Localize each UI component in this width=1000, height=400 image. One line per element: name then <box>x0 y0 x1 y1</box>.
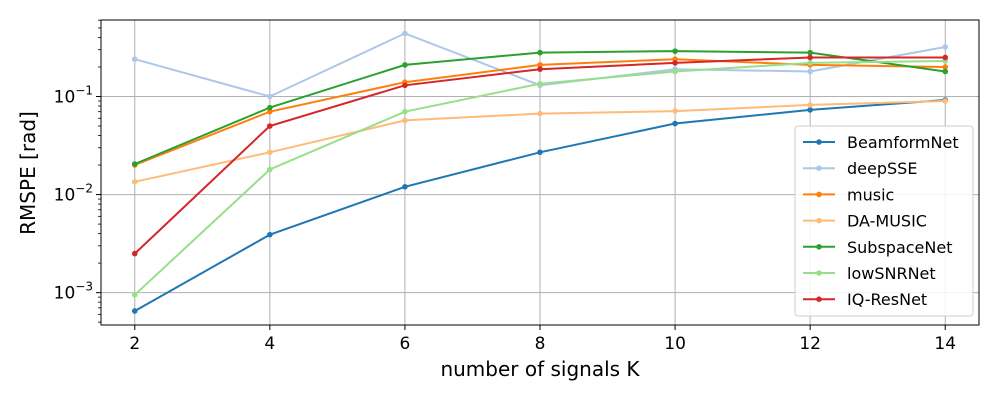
data-point <box>672 120 678 127</box>
legend-label: deepSSE <box>847 159 917 178</box>
data-point <box>402 108 408 115</box>
data-point <box>402 30 408 37</box>
legend-swatch-marker <box>816 270 822 276</box>
legend-swatch-marker <box>816 217 822 224</box>
series-IQ-ResNet <box>131 54 949 257</box>
legend-box <box>794 125 974 317</box>
data-point <box>672 48 678 54</box>
y-axis-title: RMSPE [rad] <box>16 111 40 235</box>
data-point <box>537 62 543 68</box>
legend-item: music <box>803 185 894 204</box>
y-tick-label: 10−2 <box>54 182 93 206</box>
data-point <box>267 149 273 156</box>
y-axis-ticks: 10−310−210−1 <box>54 19 101 323</box>
legend: BeamformNet deepSSE music DA-MUSIC SubspaceN… <box>794 125 974 317</box>
legend-item: IQ-ResNet <box>803 290 927 309</box>
legend-label: lowSNRNet <box>847 264 936 283</box>
legend-item: BeamformNet <box>803 133 959 152</box>
data-point <box>942 54 949 61</box>
legend-swatch-marker <box>816 191 822 198</box>
legend-item: DA-MUSIC <box>803 212 927 231</box>
data-point <box>537 66 543 72</box>
x-axis-ticks: 2 4 6 8 10 12 14 <box>129 325 956 354</box>
data-point <box>537 49 543 56</box>
legend-label: SubspaceNet <box>847 238 952 257</box>
data-point <box>402 184 408 190</box>
data-point <box>267 123 273 129</box>
data-point <box>131 56 138 63</box>
data-point <box>131 178 138 185</box>
data-point <box>672 108 678 114</box>
data-point <box>807 49 813 56</box>
data-point <box>402 117 408 124</box>
legend-label: music <box>847 185 894 204</box>
legend-swatch-marker <box>816 296 822 303</box>
legend-label: IQ-ResNet <box>847 290 927 309</box>
series-lines <box>131 30 949 314</box>
data-point <box>807 54 813 61</box>
legend-item: SubspaceNet <box>803 238 952 257</box>
data-point <box>807 60 813 66</box>
y-tick-label: 10−3 <box>54 280 93 304</box>
y-tick-label-base: 10 <box>54 87 76 107</box>
data-point <box>402 82 408 89</box>
data-point <box>537 149 543 156</box>
data-point <box>131 250 138 257</box>
y-tick-label-exponent: −3 <box>75 280 93 294</box>
legend-swatch-marker <box>816 165 822 171</box>
data-point <box>537 80 543 87</box>
data-point <box>807 68 813 75</box>
data-point <box>942 64 949 70</box>
data-point <box>672 68 678 75</box>
x-tick-label: 10 <box>664 334 686 354</box>
x-tick-label: 14 <box>934 334 956 354</box>
legend-item: lowSNRNet <box>803 264 936 283</box>
data-point <box>402 62 408 68</box>
legend-item: deepSSE <box>803 159 917 178</box>
y-tick-label: 10−1 <box>54 83 93 107</box>
legend-label: DA-MUSIC <box>847 212 927 231</box>
data-point <box>807 107 813 113</box>
x-tick-label: 8 <box>535 334 546 354</box>
data-point <box>672 60 678 66</box>
data-point <box>267 93 273 100</box>
x-axis-title: number of signals K <box>440 357 640 381</box>
data-point <box>807 102 813 108</box>
y-tick-label-exponent: −2 <box>75 182 93 196</box>
data-point <box>131 308 138 314</box>
y-tick-label-exponent: −1 <box>75 83 93 97</box>
data-point <box>131 161 138 167</box>
series-SubspaceNet <box>131 48 949 167</box>
data-point <box>942 68 949 75</box>
x-tick-label: 12 <box>799 334 821 354</box>
data-point <box>267 166 273 173</box>
legend-swatch-marker <box>816 139 822 145</box>
data-point <box>267 104 273 111</box>
data-point <box>942 98 949 104</box>
x-tick-label: 4 <box>264 334 275 354</box>
x-tick-label: 6 <box>400 334 411 354</box>
series-DA-MUSIC <box>131 98 949 185</box>
y-tick-label-base: 10 <box>54 284 76 304</box>
x-tick-label: 2 <box>129 334 140 354</box>
data-point <box>267 231 273 238</box>
legend-swatch-marker <box>816 244 822 250</box>
y-tick-label-base: 10 <box>54 186 76 206</box>
data-point <box>267 108 273 115</box>
data-point <box>537 110 543 117</box>
legend-label: BeamformNet <box>847 133 959 152</box>
data-point <box>131 292 138 298</box>
data-point <box>942 44 949 50</box>
